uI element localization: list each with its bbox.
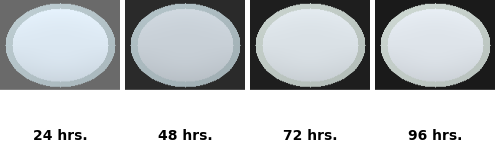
Text: 72 hrs.: 72 hrs.	[283, 129, 337, 144]
Text: 24 hrs.: 24 hrs.	[32, 129, 88, 144]
Text: 48 hrs.: 48 hrs.	[158, 129, 212, 144]
Text: 96 hrs.: 96 hrs.	[408, 129, 462, 144]
